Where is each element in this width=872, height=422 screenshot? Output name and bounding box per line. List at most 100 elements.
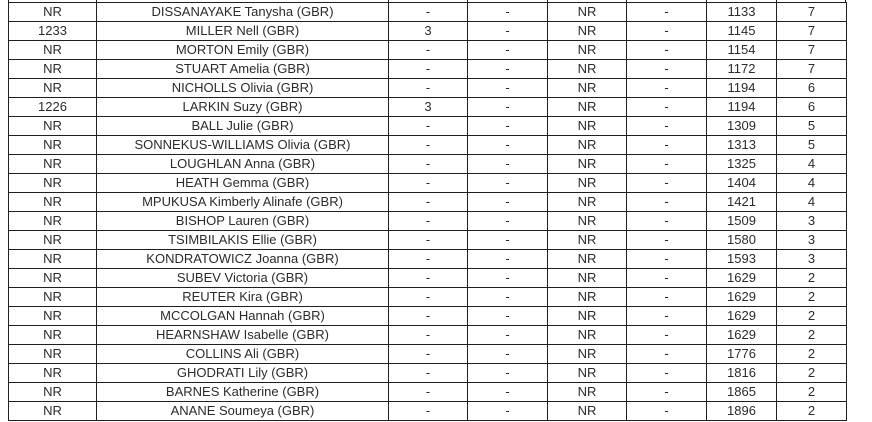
table-row[interactable]: NR BARNES Katherine (GBR) - - NR - 1865 … bbox=[8, 382, 847, 402]
cell-rank-status[interactable]: NR bbox=[547, 192, 627, 212]
cell-player-name[interactable]: BISHOP Lauren (GBR) bbox=[96, 211, 389, 231]
cell-value[interactable]: - bbox=[467, 192, 548, 212]
cell-count[interactable]: 2 bbox=[776, 344, 847, 364]
cell-rank-status[interactable]: NR bbox=[547, 363, 627, 383]
cell-value[interactable]: - bbox=[626, 306, 707, 326]
cell-value[interactable]: - bbox=[467, 21, 548, 41]
cell-player-name[interactable]: MILLER Nell (GBR) bbox=[96, 21, 389, 41]
cell-count[interactable]: 4 bbox=[776, 154, 847, 174]
cell-value[interactable]: - bbox=[388, 306, 468, 326]
cell-position-number[interactable]: 1816 bbox=[706, 363, 777, 383]
cell-player-name[interactable]: BARNES Katherine (GBR) bbox=[96, 382, 389, 402]
cell-value[interactable]: - bbox=[626, 173, 707, 193]
cell-value[interactable]: 3 bbox=[388, 97, 468, 117]
cell-rank-status[interactable]: NR bbox=[547, 116, 627, 136]
cell-value[interactable]: - bbox=[626, 116, 707, 136]
cell-value[interactable]: - bbox=[626, 382, 707, 402]
cell-player-name[interactable]: KONDRATOWICZ Joanna (GBR) bbox=[96, 249, 389, 269]
cell-rank[interactable]: NR bbox=[8, 135, 97, 155]
cell-value[interactable]: - bbox=[467, 363, 548, 383]
cell-rank[interactable]: NR bbox=[8, 325, 97, 345]
table-row[interactable]: NR STUART Amelia (GBR) - - NR - 1172 7 bbox=[8, 59, 847, 79]
cell-position-number[interactable]: 1309 bbox=[706, 116, 777, 136]
cell-count[interactable]: 5 bbox=[776, 116, 847, 136]
cell-position-number[interactable]: 1325 bbox=[706, 154, 777, 174]
cell-value[interactable]: - bbox=[467, 382, 548, 402]
cell-value[interactable]: - bbox=[388, 268, 468, 288]
cell-value[interactable]: - bbox=[467, 40, 548, 60]
cell-rank-status[interactable]: NR bbox=[547, 135, 627, 155]
cell-value[interactable]: - bbox=[626, 363, 707, 383]
cell-player-name[interactable]: LOUGHLAN Anna (GBR) bbox=[96, 154, 389, 174]
cell-value[interactable]: - bbox=[467, 154, 548, 174]
cell-value[interactable]: - bbox=[467, 306, 548, 326]
cell-rank[interactable]: NR bbox=[8, 192, 97, 212]
cell-position-number[interactable]: 1629 bbox=[706, 325, 777, 345]
cell-position-number[interactable]: 1194 bbox=[706, 97, 777, 117]
cell-rank-status[interactable]: NR bbox=[547, 97, 627, 117]
cell-count[interactable]: 2 bbox=[776, 306, 847, 326]
cell-position-number[interactable]: 1593 bbox=[706, 249, 777, 269]
cell-player-name[interactable]: TSIMBILAKIS Ellie (GBR) bbox=[96, 230, 389, 250]
cell-value[interactable]: - bbox=[388, 344, 468, 364]
cell-rank[interactable]: NR bbox=[8, 173, 97, 193]
cell-rank-status[interactable]: NR bbox=[547, 230, 627, 250]
cell-rank-status[interactable]: NR bbox=[547, 287, 627, 307]
cell-count[interactable]: 3 bbox=[776, 230, 847, 250]
cell-rank[interactable]: NR bbox=[8, 154, 97, 174]
cell-count[interactable]: 4 bbox=[776, 192, 847, 212]
cell-rank-status[interactable]: NR bbox=[547, 401, 627, 421]
cell-rank[interactable]: NR bbox=[8, 78, 97, 98]
table-row[interactable]: 1233 MILLER Nell (GBR) 3 - NR - 1145 7 bbox=[8, 21, 847, 41]
cell-rank-status[interactable]: NR bbox=[547, 268, 627, 288]
cell-value[interactable]: - bbox=[388, 230, 468, 250]
table-row[interactable]: NR ANANE Soumeya (GBR) - - NR - 1896 2 bbox=[8, 401, 847, 421]
table-row[interactable]: NR DISSANAYAKE Tanysha (GBR) - - NR - 11… bbox=[8, 2, 847, 22]
cell-position-number[interactable]: 1194 bbox=[706, 78, 777, 98]
cell-player-name[interactable]: BALL Julie (GBR) bbox=[96, 116, 389, 136]
table-row[interactable]: NR KONDRATOWICZ Joanna (GBR) - - NR - 15… bbox=[8, 249, 847, 269]
cell-count[interactable]: 6 bbox=[776, 97, 847, 117]
cell-value[interactable]: - bbox=[626, 59, 707, 79]
cell-value[interactable]: - bbox=[467, 230, 548, 250]
cell-value[interactable]: - bbox=[388, 363, 468, 383]
cell-value[interactable]: - bbox=[626, 135, 707, 155]
cell-value[interactable]: - bbox=[388, 173, 468, 193]
table-row[interactable]: NR HEARNSHAW Isabelle (GBR) - - NR - 162… bbox=[8, 325, 847, 345]
cell-value[interactable]: - bbox=[467, 268, 548, 288]
cell-rank-status[interactable]: NR bbox=[547, 21, 627, 41]
cell-rank[interactable]: NR bbox=[8, 40, 97, 60]
cell-player-name[interactable]: HEARNSHAW Isabelle (GBR) bbox=[96, 325, 389, 345]
cell-player-name[interactable]: ANANE Soumeya (GBR) bbox=[96, 401, 389, 421]
cell-value[interactable]: - bbox=[626, 401, 707, 421]
cell-value[interactable]: - bbox=[467, 59, 548, 79]
cell-rank-status[interactable]: NR bbox=[547, 325, 627, 345]
cell-value[interactable]: - bbox=[626, 230, 707, 250]
cell-value[interactable]: - bbox=[626, 97, 707, 117]
cell-count[interactable]: 2 bbox=[776, 325, 847, 345]
cell-count[interactable]: 6 bbox=[776, 78, 847, 98]
cell-value[interactable]: - bbox=[626, 192, 707, 212]
cell-value[interactable]: - bbox=[467, 344, 548, 364]
cell-value[interactable]: - bbox=[626, 287, 707, 307]
cell-count[interactable]: 5 bbox=[776, 135, 847, 155]
cell-count[interactable]: 7 bbox=[776, 40, 847, 60]
cell-value[interactable]: - bbox=[626, 78, 707, 98]
cell-value[interactable]: - bbox=[626, 211, 707, 231]
cell-rank-status[interactable]: NR bbox=[547, 306, 627, 326]
cell-rank[interactable]: 1226 bbox=[8, 97, 97, 117]
cell-position-number[interactable]: 1629 bbox=[706, 287, 777, 307]
table-row[interactable]: NR MPUKUSA Kimberly Alinafe (GBR) - - NR… bbox=[8, 192, 847, 212]
table-row[interactable]: NR HEATH Gemma (GBR) - - NR - 1404 4 bbox=[8, 173, 847, 193]
table-row[interactable]: NR BALL Julie (GBR) - - NR - 1309 5 bbox=[8, 116, 847, 136]
cell-rank[interactable]: NR bbox=[8, 344, 97, 364]
cell-rank-status[interactable]: NR bbox=[547, 344, 627, 364]
cell-position-number[interactable]: 1172 bbox=[706, 59, 777, 79]
cell-value[interactable]: - bbox=[388, 59, 468, 79]
cell-player-name[interactable]: LARKIN Suzy (GBR) bbox=[96, 97, 389, 117]
table-row[interactable]: 1226 LARKIN Suzy (GBR) 3 - NR - 1194 6 bbox=[8, 97, 847, 117]
cell-rank-status[interactable]: NR bbox=[547, 59, 627, 79]
cell-position-number[interactable]: 1154 bbox=[706, 40, 777, 60]
cell-value[interactable]: - bbox=[388, 2, 468, 22]
cell-value[interactable]: - bbox=[388, 287, 468, 307]
